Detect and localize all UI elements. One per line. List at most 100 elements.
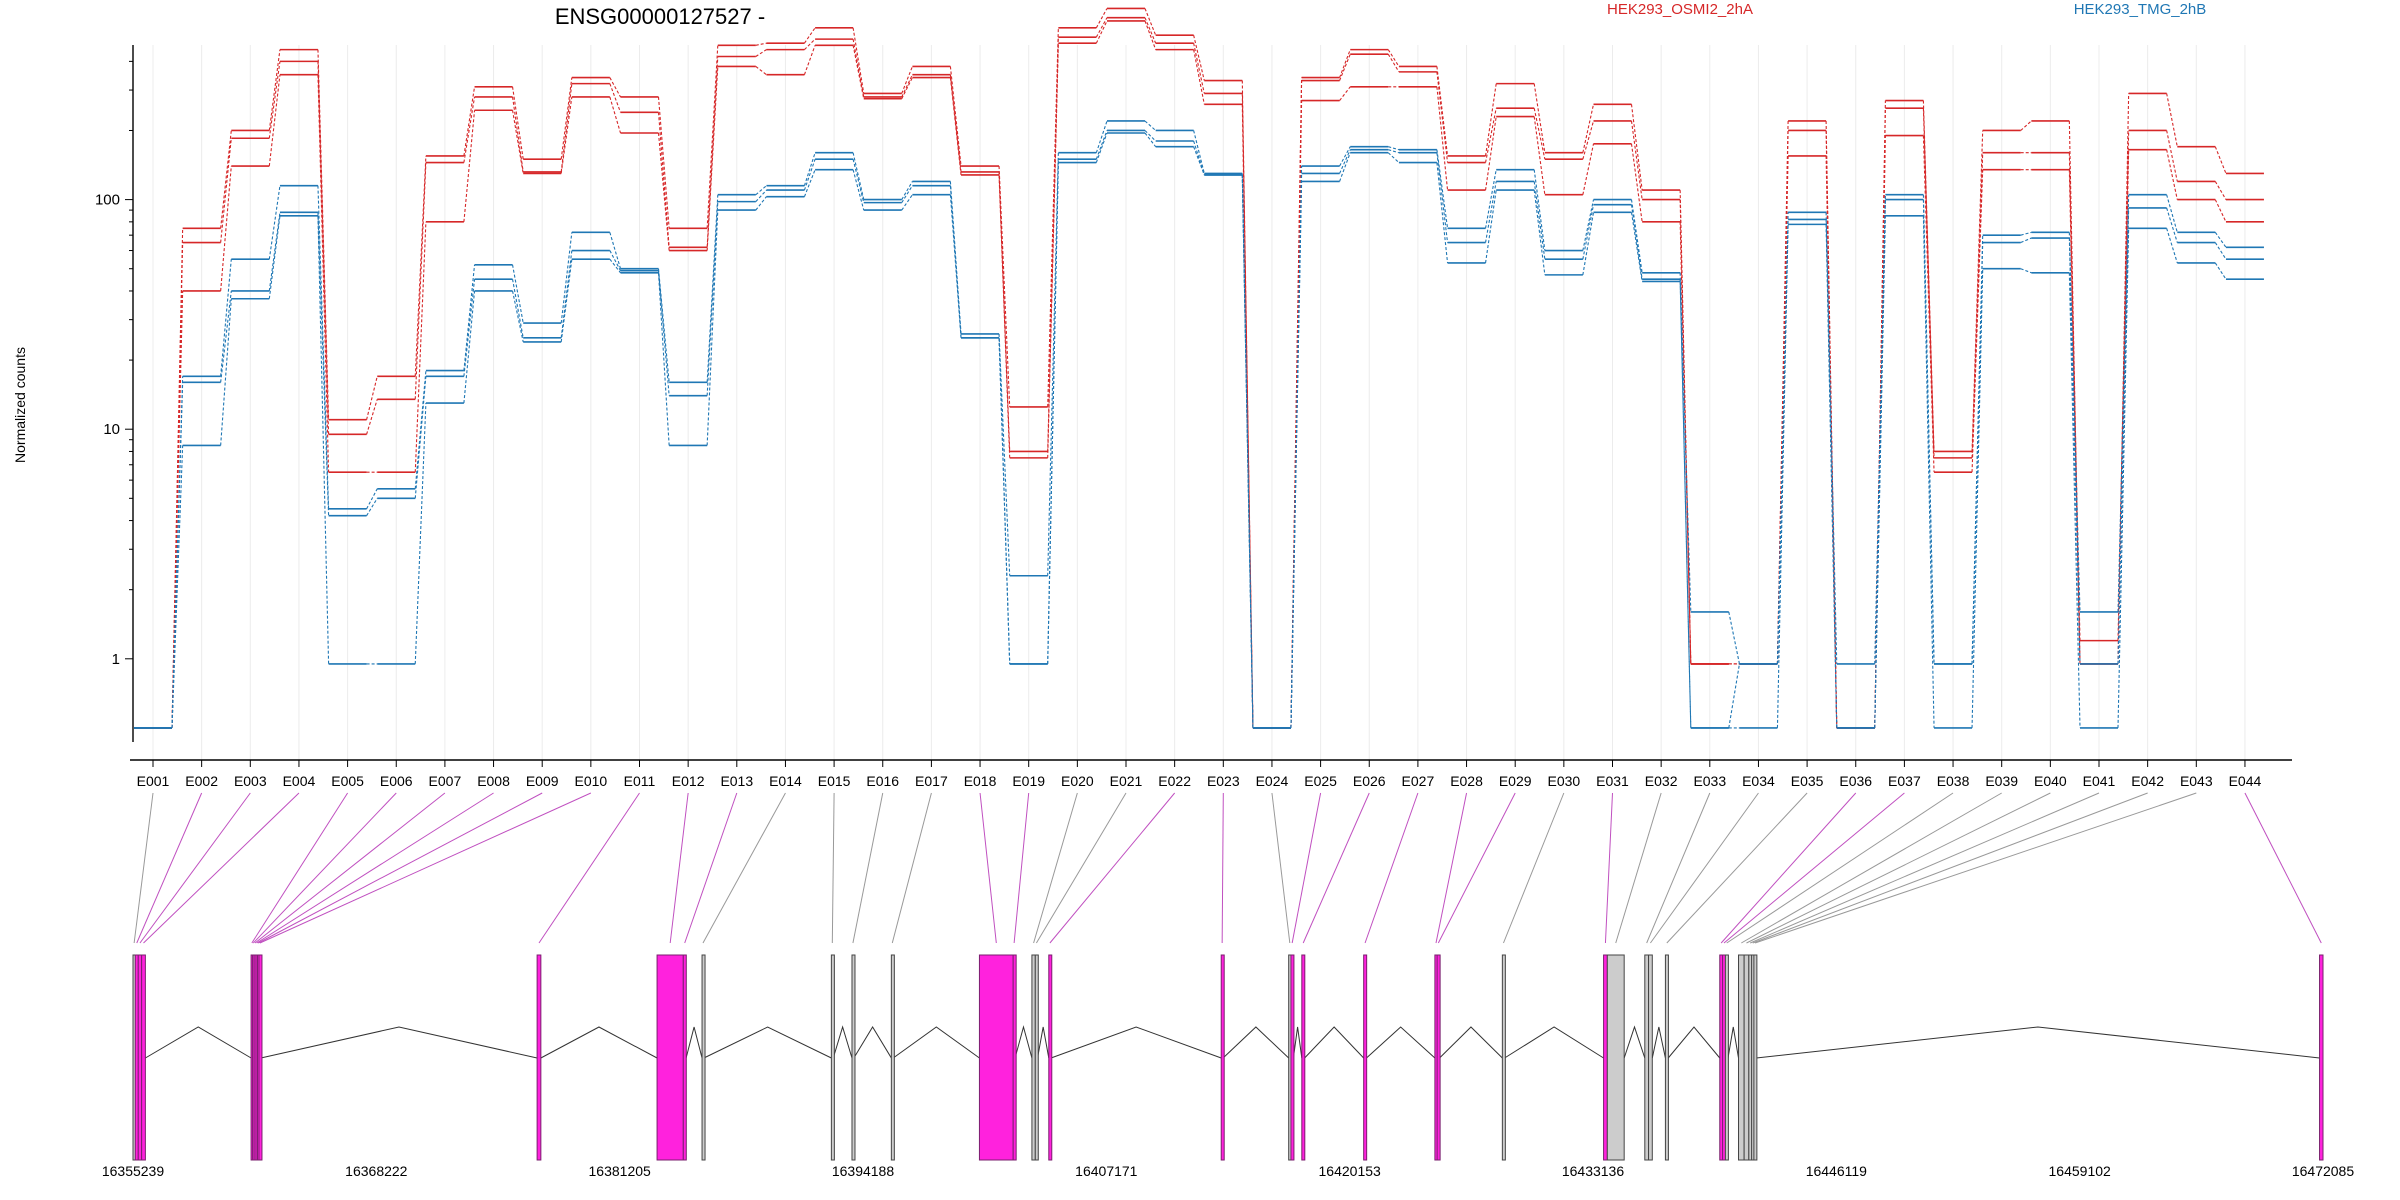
series-1-connector: [1922, 215, 1935, 728]
x-tick-label: E009: [526, 773, 559, 789]
series-1-connector: [1436, 152, 1449, 243]
series-1-connector: [1971, 268, 1984, 728]
exon-link: [1754, 792, 2197, 944]
series-0-connector: [706, 45, 719, 229]
exon-box: [682, 954, 687, 1161]
series-1-connector: [1825, 212, 1838, 664]
x-tick-label: E031: [1596, 773, 1629, 789]
exon-link: [1750, 792, 2100, 944]
exon-box: [656, 954, 684, 1161]
exon-link: [256, 792, 494, 944]
series-0-connector: [1144, 17, 1157, 44]
series-0-connector: [317, 74, 330, 473]
series-1-connector: [755, 196, 767, 211]
series-0-connector: [1825, 155, 1838, 728]
series-1-connector: [2214, 242, 2227, 260]
exon-box: [1048, 954, 1053, 1161]
x-tick-label: E010: [574, 773, 607, 789]
series-0-connector: [317, 61, 330, 435]
series-0-connector: [1533, 116, 1546, 195]
exon-links: [133, 792, 2322, 944]
exon-box: [851, 954, 856, 1161]
exon-box: [1436, 954, 1441, 1161]
series-0-connector: [1630, 143, 1643, 222]
intron: [1014, 1025, 1033, 1059]
exon-box: [137, 954, 143, 1161]
x-tick-label: E036: [1839, 773, 1872, 789]
exon-link: [1033, 792, 1078, 944]
exon-box: [536, 954, 542, 1161]
x-tick-label: E030: [1547, 773, 1580, 789]
series-0-connector: [268, 49, 281, 131]
series-0-connector: [1193, 49, 1205, 105]
x-tick-label: E028: [1450, 773, 1483, 789]
exon-link: [891, 792, 932, 944]
series-0-connector: [609, 77, 621, 98]
exon-box: [1644, 954, 1650, 1161]
exon-box: [141, 954, 146, 1161]
exon-link: [1752, 792, 2148, 944]
exon-link: [252, 792, 397, 944]
series-1-connector: [512, 264, 524, 324]
series-1-connector: [2117, 228, 2130, 728]
y-tick-label: 1: [112, 651, 120, 668]
series-1-connector: [1533, 190, 1546, 275]
series-0-connector: [1387, 49, 1400, 67]
series-1-connector: [998, 333, 1011, 576]
series-1-connector: [1874, 215, 1886, 728]
genome-tick-label: 16368222: [345, 1163, 408, 1179]
x-tick-label: E026: [1353, 773, 1386, 789]
series-0-connector: [755, 49, 767, 57]
series-0-connector: [1874, 100, 1886, 728]
x-tick-label: E022: [1158, 773, 1191, 789]
x-tick-label: E035: [1791, 773, 1824, 789]
series-0-connector: [512, 96, 524, 172]
series-0-connector: [366, 399, 378, 435]
x-tick-label: E023: [1207, 773, 1240, 789]
series-0-connector: [803, 27, 816, 44]
series-0-connector: [1339, 49, 1351, 78]
x-tick-label: E013: [720, 773, 753, 789]
series-0-connector: [609, 96, 622, 134]
series-1-connector: [1971, 242, 1984, 664]
exon-box: [1603, 954, 1608, 1161]
exon-link: [1302, 792, 1370, 944]
series-1-connector: [1582, 204, 1595, 260]
series-1-connector: [1339, 149, 1351, 174]
exon-box: [1363, 954, 1368, 1161]
exon-link: [1741, 792, 2002, 944]
series-1-connector: [1533, 181, 1546, 260]
series-0-connector: [414, 162, 427, 400]
series-1-connector: [268, 185, 281, 260]
intron: [260, 1026, 538, 1059]
x-tick-label: E002: [185, 773, 218, 789]
x-tick-label: E003: [234, 773, 267, 789]
x-tick-label: E004: [283, 773, 316, 789]
series-0-connector: [1436, 86, 1449, 191]
series-0-connector: [1485, 108, 1497, 163]
series-0-connector: [317, 49, 330, 420]
series-0-connector: [998, 171, 1011, 452]
series-1-connector: [268, 212, 281, 292]
series-0-connector: [414, 221, 427, 473]
genome-tick-label: 16407171: [1075, 1163, 1138, 1179]
series-1-connector: [1144, 120, 1157, 131]
exon-box: [1753, 954, 1758, 1161]
series-0-connector: [1485, 116, 1497, 191]
series-0-connector: [998, 166, 1011, 407]
series-1-connector: [1388, 146, 1400, 151]
series-1-connector: [463, 264, 476, 371]
series-1-connector: [1679, 272, 1692, 612]
series-1-connector: [1388, 149, 1400, 154]
series-1-connector: [1095, 130, 1108, 160]
exon-link: [1646, 792, 1711, 944]
series-1-connector: [609, 250, 621, 271]
series-0-connector: [1144, 20, 1157, 50]
series-0-connector: [1047, 37, 1059, 452]
exon-link: [1746, 792, 2051, 944]
series-1-connector: [609, 258, 621, 274]
exon-link: [1437, 792, 1516, 944]
x-tick-label: E001: [137, 773, 170, 789]
intron: [1651, 1026, 1666, 1059]
